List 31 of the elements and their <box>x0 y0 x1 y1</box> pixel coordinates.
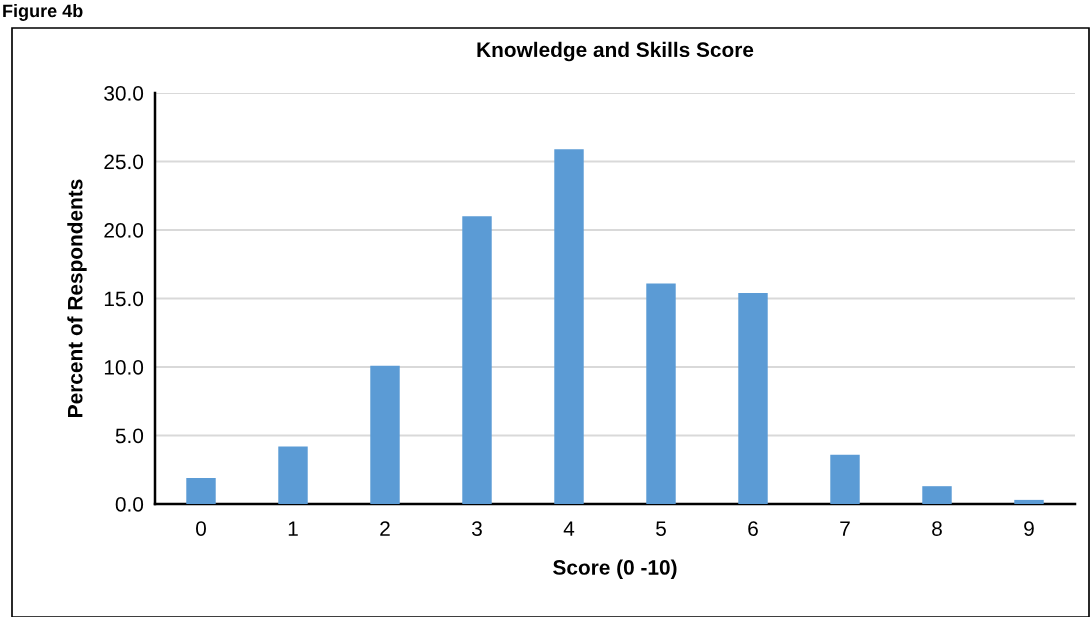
bar <box>922 486 952 504</box>
x-tick-label: 5 <box>656 521 666 536</box>
bar <box>554 149 584 504</box>
x-tick-label: 7 <box>840 521 850 536</box>
y-tick-label: 25.0 <box>104 154 144 170</box>
caption: Figure 4b <box>3 4 83 21</box>
y-tick-label: 0.0 <box>115 497 144 512</box>
x-axis-title: Score (0 -10) <box>553 559 677 579</box>
bar <box>1014 499 1044 504</box>
x-tick-label: 4 <box>563 521 575 536</box>
x-tick-label: 2 <box>380 521 390 536</box>
chart-title: Knowledge and Skills Score <box>477 41 754 62</box>
x-tick-label: 0 <box>196 521 206 536</box>
y-tick-label: 10.0 <box>104 360 144 375</box>
y-axis-title: Percent of Respondents <box>67 179 87 417</box>
bar <box>646 283 676 504</box>
bar <box>278 446 308 504</box>
x-tick-label: 1 <box>288 521 298 536</box>
bar <box>186 477 216 504</box>
y-tick-label: 15.0 <box>104 291 144 307</box>
x-tick-label: 9 <box>1024 521 1034 536</box>
bar <box>830 454 860 504</box>
bar <box>738 293 768 504</box>
y-tick-label: 20.0 <box>104 223 144 238</box>
bar <box>462 216 492 504</box>
x-tick-label: 6 <box>748 521 758 536</box>
y-tick-label: 5.0 <box>115 428 144 444</box>
x-tick-label: 3 <box>472 521 482 536</box>
bar <box>370 365 400 504</box>
x-tick-label: 8 <box>932 521 942 536</box>
y-tick-label: 30.0 <box>104 86 144 101</box>
